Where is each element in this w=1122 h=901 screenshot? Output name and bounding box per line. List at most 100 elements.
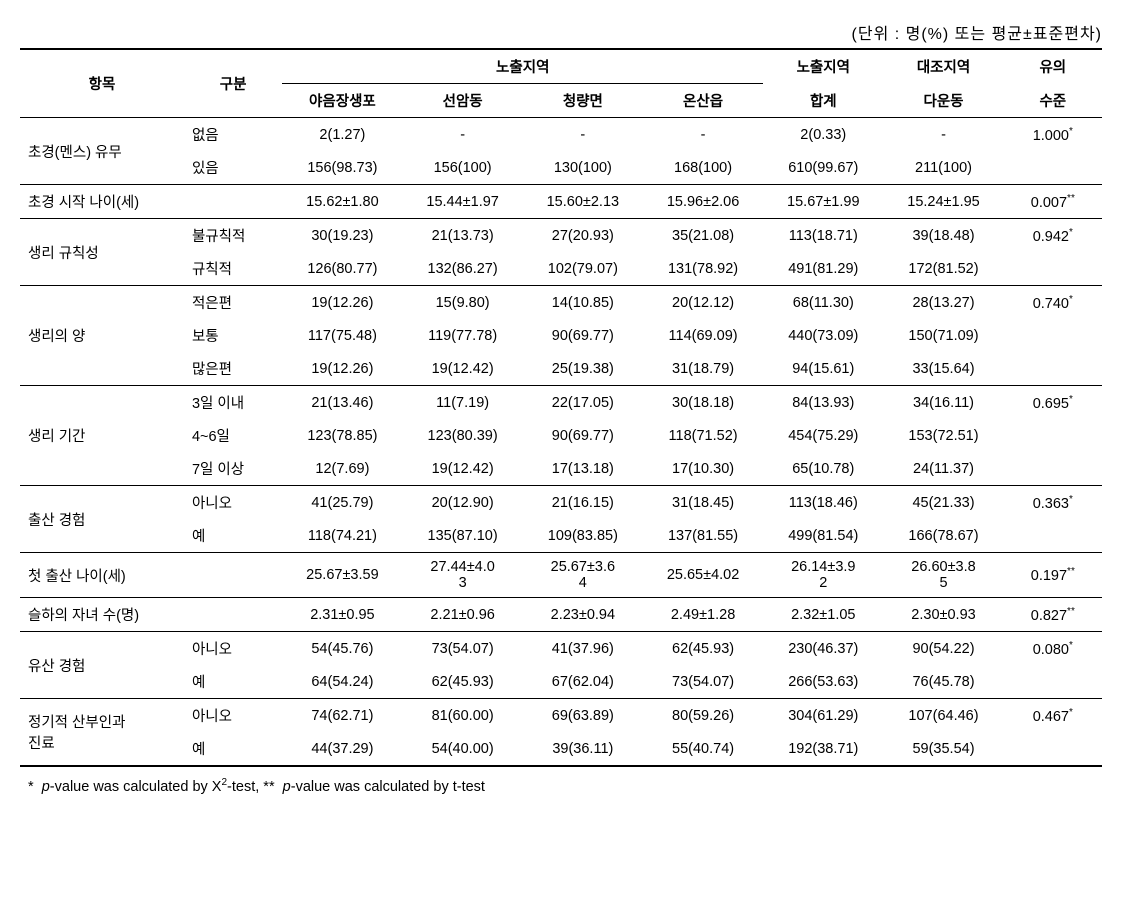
data-cell: - [523, 118, 643, 152]
data-cell: 2.32±1.05 [763, 598, 883, 632]
header-row-1: 항목 구분 노출지역 노출지역 대조지역 유의 [20, 49, 1102, 84]
data-cell: 90(54.22) [883, 632, 1003, 666]
data-cell: 39(18.48) [883, 219, 1003, 253]
table-row: 생리의 양적은편19(12.26)15(9.80)14(10.85)20(12.… [20, 286, 1102, 320]
row-label: 슬하의 자녀 수(명) [20, 598, 184, 632]
category-cell: 4~6일 [184, 419, 282, 452]
data-cell: 2.23±0.94 [523, 598, 643, 632]
significance-cell [1004, 151, 1102, 185]
category-cell: 아니오 [184, 486, 282, 520]
table-row: 출산 경험아니오41(25.79)20(12.90)21(16.15)31(18… [20, 486, 1102, 520]
data-cell: 76(45.78) [883, 665, 1003, 699]
table-row: 유산 경험아니오54(45.76)73(54.07)41(37.96)62(45… [20, 632, 1102, 666]
significance-cell: 0.197** [1004, 553, 1102, 598]
significance-cell [1004, 319, 1102, 352]
data-cell: - [403, 118, 523, 152]
th-cheongnyang: 청량면 [523, 84, 643, 118]
footnote-p1: p [42, 779, 50, 795]
data-cell: 20(12.12) [643, 286, 763, 320]
category-cell [184, 185, 282, 219]
data-cell: 192(38.71) [763, 732, 883, 766]
row-label: 생리 규칙성 [20, 219, 184, 286]
data-cell: 35(21.08) [643, 219, 763, 253]
data-cell: 81(60.00) [403, 699, 523, 733]
table-row: 생리 규칙성불규칙적30(19.23)21(13.73)27(20.93)35(… [20, 219, 1102, 253]
significance-cell: 0.827** [1004, 598, 1102, 632]
data-cell: 107(64.46) [883, 699, 1003, 733]
data-cell: 90(69.77) [523, 419, 643, 452]
significance-cell [1004, 665, 1102, 699]
data-cell: 19(12.26) [282, 352, 402, 386]
data-cell: 137(81.55) [643, 519, 763, 553]
data-cell: 27.44±4.03 [403, 553, 523, 598]
row-label: 생리의 양 [20, 286, 184, 386]
unit-label: (단위 : 명(%) 또는 평균±표준편차) [20, 20, 1102, 44]
data-cell: 304(61.29) [763, 699, 883, 733]
data-cell: 211(100) [883, 151, 1003, 185]
data-cell: 28(13.27) [883, 286, 1003, 320]
footnote-star1: * [28, 779, 34, 795]
table-row: 정기적 산부인과진료아니오74(62.71)81(60.00)69(63.89)… [20, 699, 1102, 733]
data-cell: 26.14±3.92 [763, 553, 883, 598]
significance-cell [1004, 732, 1102, 766]
footnote: * p-value was calculated by X2-test, ** … [20, 767, 1102, 795]
data-cell: 17(10.30) [643, 452, 763, 486]
data-cell: 119(77.78) [403, 319, 523, 352]
data-cell: 54(45.76) [282, 632, 402, 666]
data-cell: 31(18.79) [643, 352, 763, 386]
data-cell: 34(16.11) [883, 386, 1003, 420]
data-cell: 54(40.00) [403, 732, 523, 766]
th-item: 항목 [20, 49, 184, 118]
category-cell: 예 [184, 732, 282, 766]
data-cell: 65(10.78) [763, 452, 883, 486]
data-cell: 24(11.37) [883, 452, 1003, 486]
data-cell: 113(18.46) [763, 486, 883, 520]
footnote-rest2: -value was calculated by t-test [291, 779, 485, 795]
data-cell: 84(13.93) [763, 386, 883, 420]
category-cell: 예 [184, 665, 282, 699]
row-label: 생리 기간 [20, 386, 184, 486]
data-cell: 12(7.69) [282, 452, 402, 486]
data-cell: 102(79.07) [523, 252, 643, 286]
data-cell: 19(12.42) [403, 452, 523, 486]
data-cell: 62(45.93) [643, 632, 763, 666]
data-cell: 45(21.33) [883, 486, 1003, 520]
data-cell: 44(37.29) [282, 732, 402, 766]
data-cell: 21(13.73) [403, 219, 523, 253]
significance-cell [1004, 452, 1102, 486]
category-cell: 아니오 [184, 699, 282, 733]
data-cell: 2.30±0.93 [883, 598, 1003, 632]
th-exposed-total-bot: 합계 [763, 84, 883, 118]
data-cell: 20(12.90) [403, 486, 523, 520]
footnote-end1: -test, [227, 779, 263, 795]
category-cell: 적은편 [184, 286, 282, 320]
data-cell: 2(1.27) [282, 118, 402, 152]
data-cell: 168(100) [643, 151, 763, 185]
category-cell [184, 553, 282, 598]
data-cell: 17(13.18) [523, 452, 643, 486]
table-body: 초경(멘스) 유무없음2(1.27)---2(0.33)-1.000*있음156… [20, 118, 1102, 767]
significance-cell: 0.942* [1004, 219, 1102, 253]
data-cell: 156(100) [403, 151, 523, 185]
data-cell: 68(11.30) [763, 286, 883, 320]
data-cell: 73(54.07) [403, 632, 523, 666]
row-label: 출산 경험 [20, 486, 184, 553]
th-sig-top: 유의 [1004, 49, 1102, 84]
significance-cell [1004, 352, 1102, 386]
data-cell: 33(15.64) [883, 352, 1003, 386]
data-cell: 123(78.85) [282, 419, 402, 452]
data-cell: 117(75.48) [282, 319, 402, 352]
data-cell: 19(12.42) [403, 352, 523, 386]
data-cell: 440(73.09) [763, 319, 883, 352]
significance-cell: 0.363* [1004, 486, 1102, 520]
data-cell: 266(53.63) [763, 665, 883, 699]
data-cell: 166(78.67) [883, 519, 1003, 553]
data-cell: 25(19.38) [523, 352, 643, 386]
th-control-top: 대조지역 [883, 49, 1003, 84]
footnote-rest1: -value was calculated by X [50, 779, 222, 795]
row-label: 초경(멘스) 유무 [20, 118, 184, 185]
data-cell: 94(15.61) [763, 352, 883, 386]
category-cell: 많은편 [184, 352, 282, 386]
row-label: 정기적 산부인과진료 [20, 699, 184, 767]
category-cell: 아니오 [184, 632, 282, 666]
